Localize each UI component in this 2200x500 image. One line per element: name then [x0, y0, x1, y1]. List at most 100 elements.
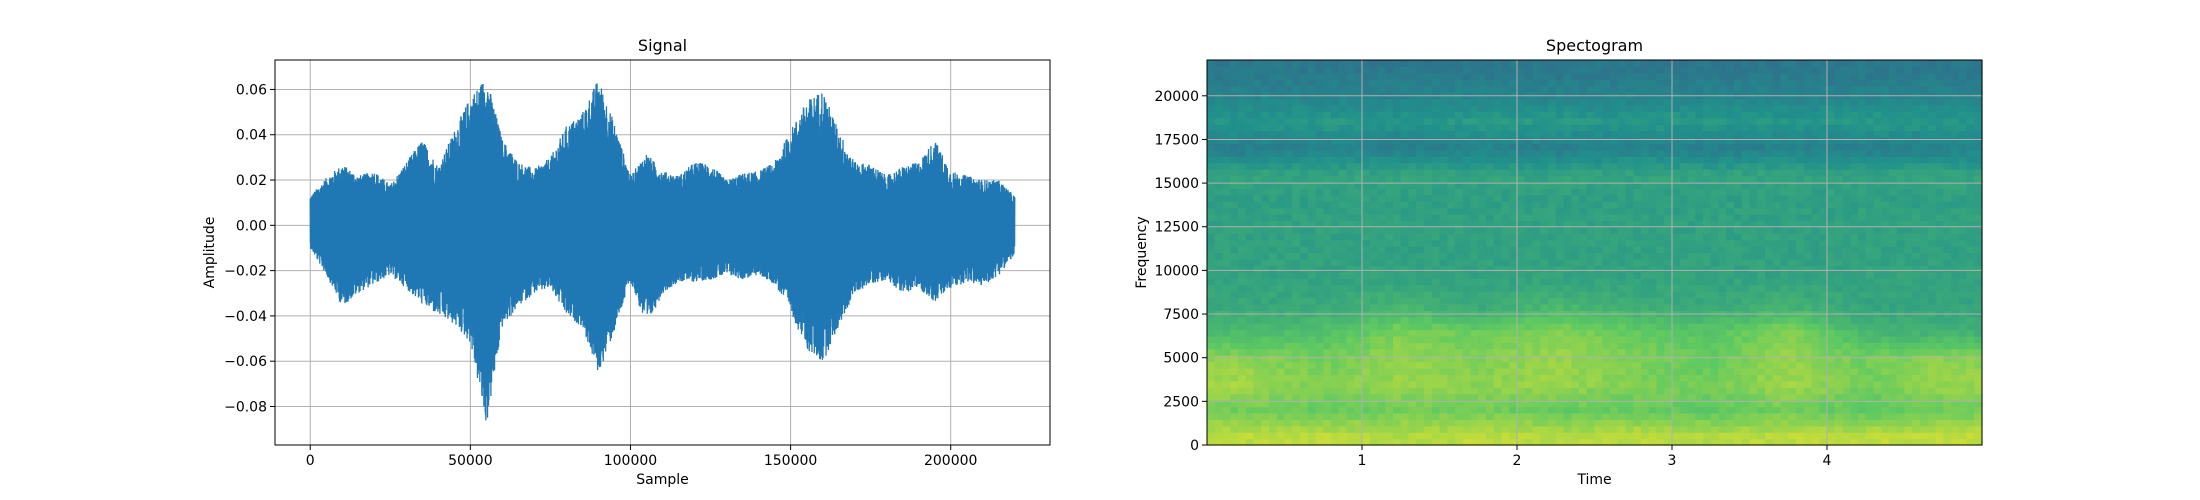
spectrogram-cell [1447, 329, 1456, 337]
spectrogram-cell [1548, 406, 1557, 414]
spectrogram-cell [1571, 425, 1580, 433]
spectrogram-cell [1757, 284, 1766, 292]
spectrogram-cell [1656, 181, 1665, 189]
spectrogram-cell [1710, 117, 1720, 125]
spectrogram-cell [1726, 271, 1735, 279]
spectrogram-cell [1648, 175, 1658, 183]
spectrogram-cell [1586, 233, 1596, 241]
spectrogram-cell [1455, 85, 1464, 93]
spectrogram-cell [1571, 85, 1580, 93]
spectrogram-cell [1292, 143, 1301, 151]
spectrogram-cell [1834, 412, 1844, 420]
spectrogram-cell [1633, 387, 1642, 395]
spectrogram-cell [1517, 432, 1526, 440]
spectrogram-cell [1377, 79, 1386, 87]
spectrogram-cell [1315, 316, 1324, 324]
spectrogram-cell [1540, 79, 1549, 87]
spectrogram-cell [1780, 438, 1789, 446]
spectrogram-cell [1695, 207, 1704, 215]
spectrogram-cell [1772, 143, 1782, 151]
spectrogram-cell [1501, 380, 1510, 388]
spectrogram-cell [1796, 258, 1805, 266]
spectrogram-cell [1579, 316, 1588, 324]
spectrogram-cell [1462, 175, 1472, 183]
spectrogram-cell [1478, 361, 1487, 369]
spectrogram-cell [1300, 400, 1309, 408]
spectrogram-cell [1834, 143, 1844, 151]
spectrogram-cell [1447, 233, 1456, 241]
spectrogram-cell [1501, 66, 1510, 74]
spectrogram-cell [1214, 342, 1224, 350]
spectrogram-cell [1617, 130, 1627, 138]
spectrogram-cell [1230, 258, 1239, 266]
spectrogram-cell [1827, 169, 1836, 177]
spectrogram-cell [1842, 323, 1851, 331]
spectrogram-cell [1524, 72, 1534, 80]
spectrogram-cell [1625, 117, 1634, 125]
spectrogram-cell [1400, 181, 1410, 189]
spectrogram-cell [1315, 252, 1324, 260]
spectrogram-cell [1540, 194, 1549, 202]
spectrogram-cell [1362, 226, 1371, 234]
spectrogram-cell [1346, 412, 1355, 420]
spectrogram-cell [1307, 271, 1317, 279]
spectrogram-cell [1811, 258, 1820, 266]
spectrogram-cell [1819, 181, 1828, 189]
spectrogram-cell [1385, 252, 1394, 260]
spectrogram-cell [1455, 278, 1464, 286]
spectrogram-cell [1788, 374, 1797, 382]
spectrogram-cell [1664, 175, 1673, 183]
spectrogram-cell [1586, 291, 1596, 299]
spectrogram-cell [1664, 201, 1673, 209]
spectrogram-cell [1331, 143, 1340, 151]
spectrogram-cell [1416, 348, 1425, 356]
spectrogram-cell [1509, 374, 1518, 382]
spectrogram-cell [1765, 72, 1774, 80]
spectrogram-cell [1695, 393, 1704, 401]
spectrogram-cell [1222, 60, 1231, 68]
spectrogram-cell [1276, 194, 1286, 202]
spectrogram-cell [1827, 387, 1836, 395]
spectrogram-cell [1424, 66, 1433, 74]
spectrogram-cell [1400, 303, 1410, 311]
spectrogram-cell [1416, 355, 1425, 363]
spectrogram-cell [1214, 348, 1224, 356]
spectrogram-cell [1369, 335, 1379, 343]
spectrogram-cell [1796, 181, 1805, 189]
spectrogram-cell [1222, 194, 1231, 202]
spectrogram-cell [1610, 368, 1619, 376]
spectrogram-cell [1602, 66, 1611, 74]
spectrogram-cell [1796, 278, 1805, 286]
spectrogram-cell [1718, 85, 1727, 93]
spectrogram-cell [1803, 156, 1813, 164]
spectrogram-cell [1338, 60, 1348, 68]
spectrogram-cell [1687, 406, 1696, 414]
spectrogram-cell [1617, 60, 1627, 68]
spectrogram-cell [1431, 368, 1441, 376]
spectrogram-cell [1416, 380, 1425, 388]
spectrogram-cell [1354, 226, 1363, 234]
spectrogram-cell [1548, 380, 1557, 388]
spectrogram-cell [1679, 98, 1689, 106]
spectrogram-cell [1238, 342, 1247, 350]
spectrogram-cell [1586, 329, 1596, 337]
spectrogram-cell [1524, 79, 1534, 87]
spectrogram-cell [1408, 258, 1417, 266]
spectrogram-cell [1207, 175, 1216, 183]
spectrogram-cell [1834, 316, 1844, 324]
spectrogram-cell [1245, 297, 1255, 305]
spectrogram-cell [1207, 233, 1216, 241]
spectrogram-cell [1726, 143, 1735, 151]
spectrogram-cell [1703, 355, 1712, 363]
spectrogram-cell [1369, 246, 1379, 254]
spectrogram-cell [1276, 104, 1286, 112]
spectrogram-cell [1803, 149, 1813, 157]
spectrogram-cell [1803, 380, 1813, 388]
spectrogram-cell [1765, 60, 1774, 68]
spectrogram-cell [1323, 348, 1332, 356]
spectrogram-cell [1803, 60, 1813, 68]
spectrogram-cell [1284, 162, 1293, 170]
spectrogram-cell [1710, 214, 1720, 222]
spectrogram-cell [1765, 143, 1774, 151]
spectrogram-cell [1346, 303, 1355, 311]
